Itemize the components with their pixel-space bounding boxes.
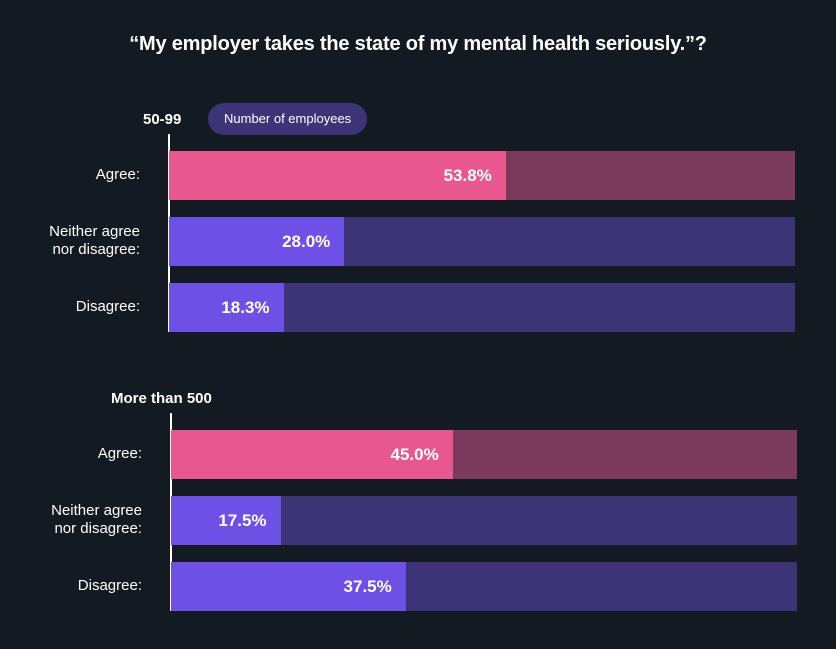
value-label-neither: 17.5%: [218, 511, 267, 530]
bar-neither: [169, 217, 345, 266]
bar-track-agree: 45.0%: [171, 430, 797, 479]
chart-title: “My employer takes the state of my menta…: [129, 33, 707, 55]
row-label-disagree: Disagree:: [0, 298, 140, 316]
bar-track-disagree: 18.3%: [169, 283, 795, 332]
number-of-employees-badge: Number of employees: [208, 103, 368, 135]
row-label-line: Agree:: [95, 166, 140, 183]
value-label-disagree: 37.5%: [343, 577, 392, 596]
bar-neither: [171, 496, 281, 545]
row-label-disagree: Disagree:: [2, 577, 142, 595]
bar-disagree: [171, 562, 406, 611]
bar-track-agree: 53.8%: [169, 151, 795, 200]
value-label-neither: 28.0%: [282, 232, 331, 251]
group-label: 50-99: [143, 111, 182, 128]
row-label-line: Neither agree: [49, 223, 140, 240]
row-label-line: Agree:: [97, 445, 142, 462]
row-label-neither: Neither agree nor disagree:: [0, 223, 140, 259]
bar-disagree: [169, 283, 284, 332]
row-label-agree: Agree:: [0, 166, 140, 184]
bar-track-disagree: 37.5%: [171, 562, 797, 611]
row-label-line: nor disagree:: [52, 241, 140, 258]
row-label-neither: Neither agree nor disagree:: [2, 502, 142, 538]
bar-track-neither: 28.0%: [169, 217, 795, 266]
row-label-line: nor disagree:: [54, 520, 142, 537]
group-label: More than 500: [111, 390, 212, 407]
row-label-agree: Agree:: [2, 445, 142, 463]
value-label-agree: 53.8%: [443, 166, 492, 185]
row-label-line: Disagree:: [77, 577, 142, 594]
row-label-line: Disagree:: [75, 298, 140, 315]
row-label-line: Neither agree: [51, 502, 142, 519]
bar-track-neither: 17.5%: [171, 496, 797, 545]
value-label-agree: 45.0%: [390, 445, 439, 464]
group-50-99: 50-99 Number of employees Agree: 53.8% Nei…: [0, 103, 795, 332]
bar-agree: [169, 151, 506, 200]
bar-agree: [171, 430, 453, 479]
value-label-disagree: 18.3%: [221, 298, 270, 317]
